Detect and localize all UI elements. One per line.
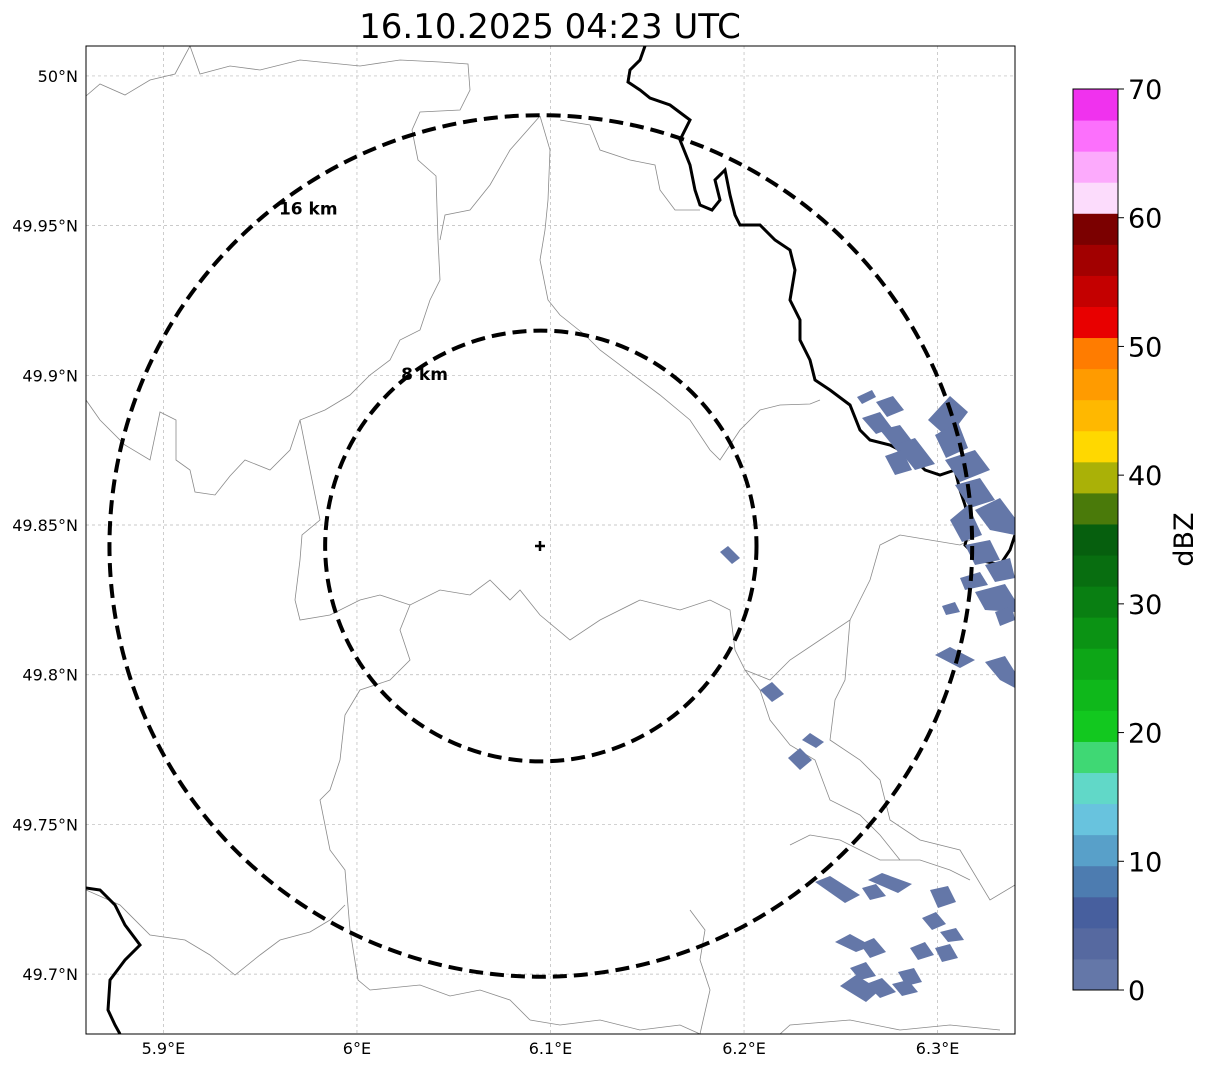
echo-cell xyxy=(945,450,990,482)
colorbar-segment xyxy=(1073,120,1118,152)
colorbar-tick-label: 10 xyxy=(1128,847,1162,878)
colorbar-segment xyxy=(1073,337,1118,370)
lon-tick-label: 6.3°E xyxy=(916,1039,960,1058)
lat-tick-label: 49.75°N xyxy=(12,815,78,834)
colorbar-segment xyxy=(1073,213,1118,245)
range-ring-label: 16 km xyxy=(279,199,338,219)
lon-tick-label: 6°E xyxy=(343,1039,371,1058)
echo-cell xyxy=(720,546,740,564)
axis-ticks: 5.9°E 6°E 6.1°E 6.2°E 6.3°E 50°N 49.95°N 49.9°N… xyxy=(12,67,959,1058)
lat-tick-label: 49.95°N xyxy=(12,217,78,236)
map-frame xyxy=(85,45,1016,1035)
range-ring-label: 8 km xyxy=(401,365,448,385)
colorbar-segment xyxy=(1073,492,1118,525)
colorbar: 0 10 20 30 40 50 60 70 dBZ xyxy=(1072,75,1200,1007)
echo-cell xyxy=(955,478,995,508)
echo-cell xyxy=(876,396,904,417)
lon-tick-label: 6.1°E xyxy=(529,1039,573,1058)
lat-tick-label: 50°N xyxy=(38,67,78,86)
echo-cell xyxy=(857,390,876,404)
range-rings: 16 km 8 km xyxy=(107,113,975,979)
colorbar-segment xyxy=(1073,399,1118,432)
colorbar-segment xyxy=(1073,648,1118,680)
colorbar-segment xyxy=(1073,834,1118,867)
range-ring-16km xyxy=(107,113,975,979)
echo-cell xyxy=(860,938,886,958)
colorbar-segment xyxy=(1073,772,1118,805)
colorbar-segment xyxy=(1073,523,1118,556)
echo-cell xyxy=(862,884,886,900)
colorbar-segment xyxy=(1073,182,1118,214)
colorbar-segment xyxy=(1073,617,1118,649)
colorbar-segment xyxy=(1073,679,1118,711)
echo-cell xyxy=(960,572,988,590)
echo-cell xyxy=(942,602,960,615)
colorbar-tick-label: 40 xyxy=(1128,461,1162,492)
basemap: 16 km 8 km xyxy=(86,46,1015,1034)
colorbar-segment xyxy=(1073,89,1118,121)
echo-cell xyxy=(985,558,1015,582)
colorbar-segment xyxy=(1073,555,1118,587)
colorbar-label: dBZ xyxy=(1169,512,1200,566)
echo-cell xyxy=(760,682,784,702)
echo-cell xyxy=(995,606,1015,626)
colorbar-segment xyxy=(1073,586,1118,618)
radar-site-marker xyxy=(535,541,545,551)
colorbar-segment xyxy=(1073,151,1118,183)
echo-cell xyxy=(840,975,880,1002)
colorbar-tick-label: 0 xyxy=(1128,976,1145,1007)
echo-cell xyxy=(892,980,918,996)
national-borders xyxy=(86,46,1015,1034)
colorbar-frame xyxy=(1072,88,1119,991)
colorbar-segment xyxy=(1073,710,1118,742)
colorbar-segment xyxy=(1073,368,1118,401)
echo-cell xyxy=(885,450,912,475)
lon-tick-label: 6.2°E xyxy=(722,1039,766,1058)
echo-cell xyxy=(975,584,1015,612)
colorbar-segment xyxy=(1073,803,1118,836)
echo-cell xyxy=(895,438,935,470)
echo-cell xyxy=(802,733,824,748)
echo-cell xyxy=(940,928,964,942)
lat-tick-label: 49.8°N xyxy=(22,666,78,685)
colorbar-segment xyxy=(1073,741,1118,774)
colorbar-segment xyxy=(1073,896,1118,929)
lat-tick-label: 49.9°N xyxy=(22,366,78,385)
echo-cell xyxy=(935,944,958,962)
colorbar-tick-label: 20 xyxy=(1128,719,1162,750)
echo-cell xyxy=(928,396,968,438)
colorbar-tick-label: 30 xyxy=(1128,590,1162,621)
echo-cell xyxy=(930,886,956,908)
echo-cell xyxy=(985,656,1015,688)
colorbar-tick-label: 50 xyxy=(1128,332,1162,363)
echo-cell xyxy=(975,498,1015,535)
echo-cell xyxy=(868,873,912,893)
colorbar-segment xyxy=(1073,244,1118,276)
lat-tick-label: 49.85°N xyxy=(12,516,78,535)
echo-cell xyxy=(788,748,812,770)
colorbar-segment xyxy=(1073,958,1118,991)
echo-cell xyxy=(950,505,982,542)
colorbar-tick-label: 60 xyxy=(1128,204,1162,235)
colorbar-segment xyxy=(1073,275,1118,307)
colorbar-segment xyxy=(1073,306,1118,339)
echo-cell xyxy=(815,876,860,903)
map-title: 16.10.2025 04:23 UTC xyxy=(359,7,741,47)
lon-tick-label: 5.9°E xyxy=(142,1039,186,1058)
colorbar-tick-label: 70 xyxy=(1128,75,1162,106)
colorbar-segment xyxy=(1073,430,1118,463)
lat-tick-label: 49.7°N xyxy=(22,965,78,984)
range-ring-8km xyxy=(323,328,759,764)
echo-cell xyxy=(862,412,892,434)
colorbar-segment xyxy=(1073,865,1118,898)
colorbar-segment xyxy=(1073,461,1118,494)
admin-boundaries xyxy=(86,46,1015,1034)
echo-cell xyxy=(910,942,934,960)
colorbar-segment xyxy=(1073,927,1118,960)
echo-cell xyxy=(922,912,946,930)
echo-cell xyxy=(866,978,896,998)
echo-cell xyxy=(935,647,975,668)
